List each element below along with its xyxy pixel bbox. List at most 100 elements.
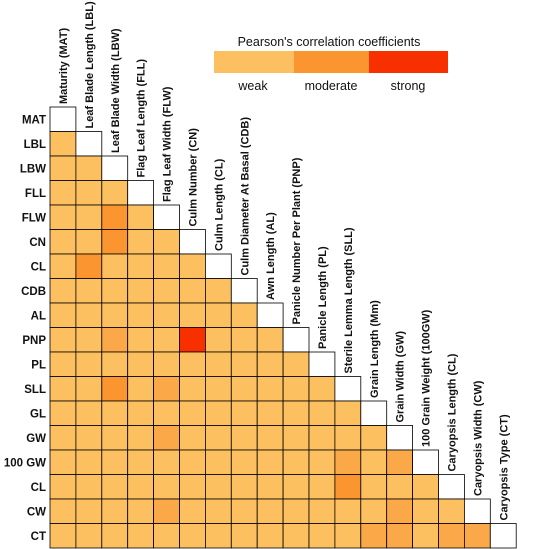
heatmap-cell	[179, 278, 206, 304]
heatmap-cell	[101, 425, 129, 451]
heatmap-cell	[153, 351, 180, 377]
heatmap-cell	[101, 180, 129, 206]
column-labels: Maturity (MAT) Leaf Blade Length (LBL) Lea…	[58, 1, 510, 520]
row-labels: MAT LBL LBW FLL FLW CN CL CDB AL PNP PL SLL GL GW 100 …	[4, 114, 47, 543]
heatmap-cell	[308, 376, 336, 402]
heatmap-cell	[49, 425, 77, 451]
heatmap-cell	[49, 327, 77, 353]
heatmap-cell	[256, 425, 284, 451]
heatmap-cell	[256, 523, 284, 549]
diagonal-cell	[360, 400, 388, 426]
heatmap-cell	[204, 474, 232, 500]
heatmap-cell	[179, 425, 206, 451]
heatmap-cell	[204, 400, 232, 426]
heatmap-cell	[308, 449, 336, 475]
row-label: SLL	[24, 384, 46, 396]
heatmap-cells	[49, 106, 517, 549]
diagonal-cell	[101, 155, 129, 181]
heatmap-cell	[101, 278, 129, 304]
heatmap-cell	[334, 449, 362, 475]
column-label: Caryopsis Width (CW)	[472, 380, 484, 496]
diagonal-cell	[489, 523, 517, 549]
heatmap-cell	[412, 523, 439, 549]
heatmap-cell	[127, 400, 154, 426]
heatmap-cell	[334, 425, 362, 451]
heatmap-cell	[282, 498, 310, 524]
heatmap-cell	[127, 278, 154, 304]
heatmap-cell	[49, 351, 77, 377]
heatmap-cell	[282, 474, 310, 500]
heatmap-cell	[153, 523, 180, 549]
legend-label-weak: weak	[237, 79, 268, 93]
heatmap-cell	[153, 376, 180, 402]
diagonal-cell	[75, 131, 103, 157]
heatmap-cell	[179, 351, 206, 377]
legend-label-moderate: moderate	[305, 79, 358, 93]
heatmap-cell	[127, 327, 154, 353]
diagonal-cell	[282, 327, 310, 353]
heatmap-cell	[256, 400, 284, 426]
diagonal-cell	[230, 278, 258, 304]
heatmap-cell	[153, 425, 180, 451]
heatmap-cell	[438, 523, 465, 549]
heatmap-cell	[179, 253, 206, 279]
column-label: Panicle Number Per Plant (PNP)	[291, 157, 303, 324]
heatmap-cell	[127, 523, 154, 549]
heatmap-cell	[127, 376, 154, 402]
heatmap-cell	[360, 498, 388, 524]
column-label: 100 Grain Weight (100GW)	[421, 309, 433, 447]
heatmap-cell	[230, 474, 258, 500]
heatmap-cell	[49, 278, 77, 304]
heatmap-cell	[204, 449, 232, 475]
heatmap-cell	[153, 474, 180, 500]
heatmap-cell	[179, 376, 206, 402]
heatmap-cell	[49, 229, 77, 255]
heatmap-cell	[75, 204, 103, 230]
heatmap-cell	[438, 498, 465, 524]
diagonal-cell	[153, 204, 180, 230]
row-label: CN	[29, 237, 46, 249]
heatmap-cell	[179, 302, 206, 328]
heatmap-cell	[127, 498, 154, 524]
heatmap-cell	[463, 523, 491, 549]
heatmap-cell	[360, 449, 388, 475]
diagonal-cell	[463, 498, 491, 524]
legend-label-strong: strong	[391, 79, 426, 93]
heatmap-cell	[204, 302, 232, 328]
heatmap-cell	[230, 449, 258, 475]
row-label: PNP	[22, 335, 46, 347]
heatmap-cell	[101, 523, 129, 549]
heatmap-cell	[75, 351, 103, 377]
heatmap-cell	[282, 449, 310, 475]
row-label: GL	[30, 408, 46, 420]
heatmap-cell	[153, 229, 180, 255]
heatmap-cell	[153, 327, 180, 353]
heatmap-cell	[153, 253, 180, 279]
heatmap-cell	[49, 498, 77, 524]
heatmap-cell	[75, 229, 103, 255]
heatmap-cell	[153, 400, 180, 426]
heatmap-cell	[101, 400, 129, 426]
heatmap-cell	[308, 425, 336, 451]
heatmap-cell	[101, 253, 129, 279]
heatmap-cell	[230, 523, 258, 549]
heatmap-cell	[282, 376, 310, 402]
heatmap-cell	[101, 449, 129, 475]
row-label: CL	[31, 482, 46, 494]
heatmap-cell	[179, 449, 206, 475]
column-label: Maturity (MAT)	[58, 27, 70, 104]
legend-swatch-weak	[214, 51, 294, 73]
heatmap-cell	[75, 400, 103, 426]
row-label: FLW	[22, 212, 46, 224]
heatmap-cell	[308, 400, 336, 426]
heatmap-cell	[230, 327, 258, 353]
heatmap-cell	[256, 376, 284, 402]
row-label: CT	[31, 531, 46, 543]
heatmap-cell	[282, 425, 310, 451]
heatmap-cell	[75, 523, 103, 549]
heatmap-cell	[75, 327, 103, 353]
column-label: Caryopsis Length (CL)	[446, 353, 458, 471]
heatmap-cell	[101, 229, 129, 255]
column-label: Grain Width (GW)	[395, 331, 407, 423]
